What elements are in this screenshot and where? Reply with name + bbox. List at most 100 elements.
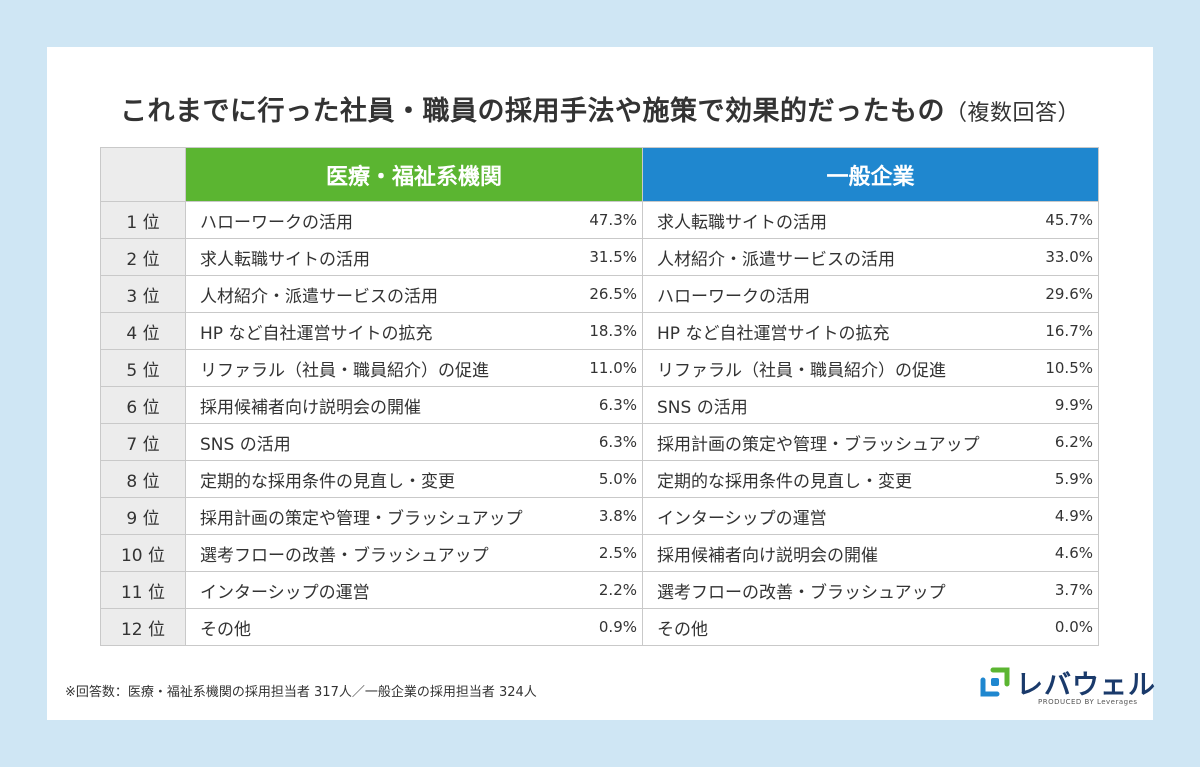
medical-item: その他 0.9% [186, 615, 642, 640]
medical-percentage: 3.8% [598, 507, 637, 525]
general-item: HP など自社運営サイトの拡充 16.7% [643, 319, 1098, 344]
table-row: 2 位求人転職サイトの活用 31.5% 人材紹介・派遣サービスの活用 33.0% [100, 238, 1099, 276]
general-percentage: 4.6% [1054, 544, 1093, 562]
general-percentage: 45.7% [1045, 211, 1093, 229]
general-method-label: ハローワークの活用 [657, 286, 810, 307]
general-percentage: 0.0% [1054, 618, 1093, 636]
general-method-label: 採用計画の策定や管理・ブラッシュアップ [657, 434, 980, 455]
title-main: これまでに行った社員・職員の採用手法や施策で効果的だったもの [119, 96, 945, 127]
medical-cell: その他 0.9% [185, 608, 643, 646]
medical-cell: 定期的な採用条件の見直し・変更 5.0% [185, 460, 643, 498]
footnote: ※回答数：医療・福祉系機関の採用担当者 317人／一般企業の採用担当者 324人 [65, 685, 537, 700]
general-method-label: 選考フローの改善・ブラッシュアップ [657, 582, 946, 603]
general-cell: SNS の活用 9.9% [642, 386, 1099, 424]
medical-method-label: 選考フローの改善・ブラッシュアップ [200, 545, 489, 566]
medical-method-label: 人材紹介・派遣サービスの活用 [200, 286, 438, 307]
medical-cell: HP など自社運営サイトの拡充 18.3% [185, 312, 643, 350]
general-percentage: 33.0% [1045, 248, 1093, 266]
medical-cell: ハローワークの活用 47.3% [185, 201, 643, 239]
general-cell: HP など自社運営サイトの拡充 16.7% [642, 312, 1099, 350]
medical-item: HP など自社運営サイトの拡充 18.3% [186, 319, 642, 344]
general-cell: 採用計画の策定や管理・ブラッシュアップ 6.2% [642, 423, 1099, 461]
medical-item: 選考フローの改善・ブラッシュアップ 2.5% [186, 541, 642, 566]
medical-method-label: 定期的な採用条件の見直し・変更 [200, 471, 455, 492]
medical-cell: 採用計画の策定や管理・ブラッシュアップ 3.8% [185, 497, 643, 535]
general-method-label: 人材紹介・派遣サービスの活用 [657, 249, 895, 270]
logo-tagline: PRODUCED BY Leverages [1038, 698, 1138, 706]
rank-cell: 12 位 [100, 608, 186, 646]
infographic-card: これまでに行った社員・職員の採用手法や施策で効果的だったもの（複数回答） 医療・… [47, 47, 1155, 720]
medical-item: ハローワークの活用 47.3% [186, 208, 642, 233]
general-cell: 選考フローの改善・ブラッシュアップ 3.7% [642, 571, 1099, 609]
general-item: インターシップの運営 4.9% [643, 504, 1098, 529]
general-cell: 定期的な採用条件の見直し・変更 5.9% [642, 460, 1099, 498]
medical-item: インターシップの運営 2.2% [186, 578, 642, 603]
medical-percentage: 18.3% [589, 322, 637, 340]
header-corner [100, 147, 186, 202]
medical-percentage: 6.3% [598, 433, 637, 451]
general-cell: その他 0.0% [642, 608, 1099, 646]
medical-method-label: ハローワークの活用 [200, 212, 353, 233]
general-item: リファラル（社員・職員紹介）の促進 10.5% [643, 356, 1098, 381]
medical-percentage: 2.2% [598, 581, 637, 599]
general-item: ハローワークの活用 29.6% [643, 282, 1098, 307]
general-method-label: その他 [657, 619, 708, 640]
header-general: 一般企業 [642, 147, 1099, 202]
table-row: 6 位採用候補者向け説明会の開催 6.3% SNS の活用 9.9% [100, 386, 1099, 424]
medical-method-label: 求人転職サイトの活用 [200, 249, 370, 270]
general-method-label: SNS の活用 [657, 397, 748, 418]
general-percentage: 4.9% [1054, 507, 1093, 525]
table-row: 8 位定期的な採用条件の見直し・変更 5.0% 定期的な採用条件の見直し・変更 5.9… [100, 460, 1099, 498]
medical-percentage: 2.5% [598, 544, 637, 562]
rank-cell: 4 位 [100, 312, 186, 350]
medical-percentage: 6.3% [598, 396, 637, 414]
medical-item: 採用計画の策定や管理・ブラッシュアップ 3.8% [186, 504, 642, 529]
general-cell: 求人転職サイトの活用 45.7% [642, 201, 1099, 239]
medical-item: 求人転職サイトの活用 31.5% [186, 245, 642, 270]
medical-method-label: リファラル（社員・職員紹介）の促進 [200, 360, 489, 381]
table-body: 1 位ハローワークの活用 47.3% 求人転職サイトの活用 45.7% 2 位求人転職サ… [100, 201, 1099, 646]
rank-cell: 5 位 [100, 349, 186, 387]
medical-method-label: HP など自社運営サイトの拡充 [200, 323, 433, 344]
general-cell: インターシップの運営 4.9% [642, 497, 1099, 535]
medical-cell: 人材紹介・派遣サービスの活用 26.5% [185, 275, 643, 313]
general-cell: ハローワークの活用 29.6% [642, 275, 1099, 313]
medical-method-label: インターシップの運営 [200, 582, 370, 603]
table-header-row: 医療・福祉系機関 一般企業 [100, 147, 1099, 202]
medical-percentage: 5.0% [598, 470, 637, 488]
table-row: 11 位インターシップの運営 2.2% 選考フローの改善・ブラッシュアップ 3.7% [100, 571, 1099, 609]
general-method-label: リファラル（社員・職員紹介）の促進 [657, 360, 946, 381]
general-item: 採用計画の策定や管理・ブラッシュアップ 6.2% [643, 430, 1098, 455]
rank-cell: 10 位 [100, 534, 186, 572]
general-item: 求人転職サイトの活用 45.7% [643, 208, 1098, 233]
general-percentage: 29.6% [1045, 285, 1093, 303]
rank-cell: 6 位 [100, 386, 186, 424]
general-method-label: 求人転職サイトの活用 [657, 212, 827, 233]
header-medical: 医療・福祉系機関 [185, 147, 643, 202]
table-row: 1 位ハローワークの活用 47.3% 求人転職サイトの活用 45.7% [100, 201, 1099, 239]
table-row: 7 位 SNS の活用 6.3% 採用計画の策定や管理・ブラッシュアップ 6.2% [100, 423, 1099, 461]
general-percentage: 5.9% [1054, 470, 1093, 488]
medical-cell: リファラル（社員・職員紹介）の促進 11.0% [185, 349, 643, 387]
general-percentage: 10.5% [1045, 359, 1093, 377]
medical-item: 定期的な採用条件の見直し・変更 5.0% [186, 467, 642, 492]
medical-item: リファラル（社員・職員紹介）の促進 11.0% [186, 356, 642, 381]
medical-percentage: 31.5% [589, 248, 637, 266]
rank-cell: 7 位 [100, 423, 186, 461]
general-item: SNS の活用 9.9% [643, 393, 1098, 418]
table-row: 4 位 HP など自社運営サイトの拡充 18.3% HP など自社運営サイトの拡充 16… [100, 312, 1099, 350]
medical-cell: 採用候補者向け説明会の開催 6.3% [185, 386, 643, 424]
medical-percentage: 0.9% [598, 618, 637, 636]
medical-percentage: 11.0% [589, 359, 637, 377]
general-method-label: 定期的な採用条件の見直し・変更 [657, 471, 912, 492]
chart-title: これまでに行った社員・職員の採用手法や施策で効果的だったもの（複数回答） [47, 89, 1153, 128]
medical-percentage: 26.5% [589, 285, 637, 303]
general-item: その他 0.0% [643, 615, 1098, 640]
medical-method-label: 採用計画の策定や管理・ブラッシュアップ [200, 508, 523, 529]
general-percentage: 6.2% [1054, 433, 1093, 451]
ranking-table: 医療・福祉系機関 一般企業 1 位ハローワークの活用 47.3% 求人転職サイトの活… [100, 147, 1099, 646]
general-method-label: HP など自社運営サイトの拡充 [657, 323, 890, 344]
general-cell: 採用候補者向け説明会の開催 4.6% [642, 534, 1099, 572]
general-item: 採用候補者向け説明会の開催 4.6% [643, 541, 1098, 566]
rank-cell: 3 位 [100, 275, 186, 313]
